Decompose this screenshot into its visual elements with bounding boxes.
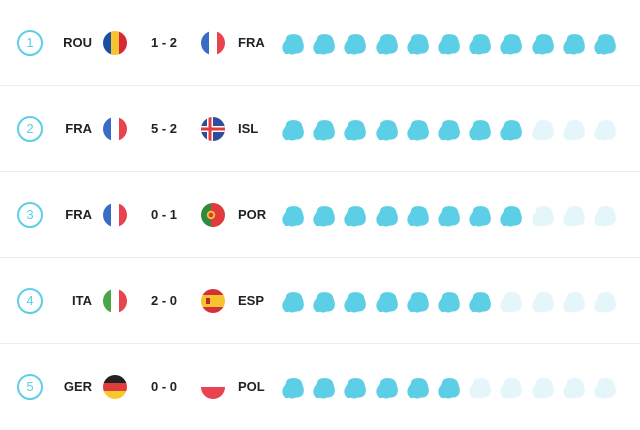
rating-blobs bbox=[281, 377, 631, 401]
rating-blobs bbox=[281, 33, 631, 57]
rating-blob-filled-icon bbox=[375, 205, 399, 227]
rating-blob-filled-icon bbox=[531, 33, 555, 55]
rating-blob-filled-icon bbox=[499, 119, 523, 141]
rating-blobs bbox=[281, 291, 631, 315]
rating-blob-filled-icon bbox=[281, 291, 305, 313]
rating-blob-filled-icon bbox=[375, 119, 399, 141]
rating-blob-filled-icon bbox=[437, 291, 461, 313]
rating-blob-filled-icon bbox=[312, 119, 336, 141]
rating-blob-empty-icon bbox=[562, 377, 586, 399]
rating-blob-empty-icon bbox=[468, 377, 492, 399]
away-team-code: POR bbox=[238, 207, 267, 222]
match-score: 2 - 0 bbox=[150, 293, 177, 308]
rating-blob-filled-icon bbox=[468, 33, 492, 55]
home-flag-icon bbox=[103, 203, 127, 227]
away-team-code: ISL bbox=[238, 121, 259, 136]
away-flag-icon bbox=[201, 203, 225, 227]
rating-blob-filled-icon bbox=[406, 33, 430, 55]
rating-blob-empty-icon bbox=[593, 377, 617, 399]
rating-blob-filled-icon bbox=[406, 291, 430, 313]
rank-badge: 4 bbox=[17, 288, 43, 314]
away-flag-icon bbox=[201, 375, 225, 399]
rating-blob-empty-icon bbox=[531, 119, 555, 141]
rating-blob-filled-icon bbox=[312, 377, 336, 399]
rating-blob-filled-icon bbox=[312, 205, 336, 227]
away-team-code: POL bbox=[238, 379, 265, 394]
rank-badge: 2 bbox=[17, 116, 43, 142]
home-flag-icon bbox=[103, 375, 127, 399]
away-team-code: ESP bbox=[238, 293, 265, 308]
rating-blob-filled-icon bbox=[499, 33, 523, 55]
rating-blob-empty-icon bbox=[593, 119, 617, 141]
home-team-code: ROU bbox=[63, 35, 92, 50]
rating-blob-empty-icon bbox=[531, 291, 555, 313]
match-row[interactable]: 2 FRA 5 - 2 ISL bbox=[0, 86, 640, 172]
home-team-code: FRA bbox=[65, 207, 92, 222]
rating-blob-filled-icon bbox=[437, 119, 461, 141]
rating-blob-filled-icon bbox=[499, 205, 523, 227]
rating-blob-filled-icon bbox=[312, 33, 336, 55]
rating-blob-filled-icon bbox=[281, 205, 305, 227]
match-score: 0 - 0 bbox=[150, 379, 177, 394]
rating-blob-empty-icon bbox=[593, 205, 617, 227]
rating-blob-filled-icon bbox=[343, 291, 367, 313]
match-score: 0 - 1 bbox=[150, 207, 177, 222]
rank-badge: 5 bbox=[17, 374, 43, 400]
rating-blob-filled-icon bbox=[343, 33, 367, 55]
rating-blobs bbox=[281, 205, 631, 229]
rating-blob-empty-icon bbox=[531, 205, 555, 227]
home-flag-icon bbox=[103, 289, 127, 313]
match-row[interactable]: 3 FRA 0 - 1 POR bbox=[0, 172, 640, 258]
home-team-code: GER bbox=[63, 379, 92, 394]
rating-blob-filled-icon bbox=[406, 119, 430, 141]
rating-blob-filled-icon bbox=[406, 377, 430, 399]
home-team-code: ITA bbox=[72, 293, 92, 308]
match-row[interactable]: 4 ITA 2 - 0 ESP bbox=[0, 258, 640, 344]
rank-badge: 1 bbox=[17, 30, 43, 56]
away-team-code: FRA bbox=[238, 35, 265, 50]
rating-blob-filled-icon bbox=[468, 119, 492, 141]
home-flag-icon bbox=[103, 31, 127, 55]
rating-blob-filled-icon bbox=[437, 377, 461, 399]
rating-blobs bbox=[281, 119, 631, 143]
away-flag-icon bbox=[201, 289, 225, 313]
rating-blob-empty-icon bbox=[531, 377, 555, 399]
rating-blob-filled-icon bbox=[375, 33, 399, 55]
rating-blob-filled-icon bbox=[468, 205, 492, 227]
rating-blob-empty-icon bbox=[593, 291, 617, 313]
rating-blob-filled-icon bbox=[281, 33, 305, 55]
away-flag-icon bbox=[201, 117, 225, 141]
rating-blob-filled-icon bbox=[343, 119, 367, 141]
rating-blob-filled-icon bbox=[343, 377, 367, 399]
match-score: 5 - 2 bbox=[150, 121, 177, 136]
home-flag-icon bbox=[103, 117, 127, 141]
rating-blob-filled-icon bbox=[375, 377, 399, 399]
rating-blob-filled-icon bbox=[593, 33, 617, 55]
rating-blob-empty-icon bbox=[499, 377, 523, 399]
rating-blob-filled-icon bbox=[468, 291, 492, 313]
rating-blob-filled-icon bbox=[312, 291, 336, 313]
rating-blob-filled-icon bbox=[562, 33, 586, 55]
away-flag-icon bbox=[201, 31, 225, 55]
match-row[interactable]: 5 GER 0 - 0 POL bbox=[0, 344, 640, 430]
rating-blob-filled-icon bbox=[281, 119, 305, 141]
rating-blob-filled-icon bbox=[406, 205, 430, 227]
rating-blob-filled-icon bbox=[281, 377, 305, 399]
rating-blob-filled-icon bbox=[437, 33, 461, 55]
rating-blob-filled-icon bbox=[343, 205, 367, 227]
rating-blob-empty-icon bbox=[562, 291, 586, 313]
match-row[interactable]: 1 ROU 1 - 2 FRA bbox=[0, 0, 640, 86]
home-team-code: FRA bbox=[65, 121, 92, 136]
rating-blob-filled-icon bbox=[375, 291, 399, 313]
rank-badge: 3 bbox=[17, 202, 43, 228]
rating-blob-empty-icon bbox=[499, 291, 523, 313]
rating-blob-empty-icon bbox=[562, 119, 586, 141]
rating-blob-empty-icon bbox=[562, 205, 586, 227]
match-score: 1 - 2 bbox=[150, 35, 177, 50]
rating-blob-filled-icon bbox=[437, 205, 461, 227]
